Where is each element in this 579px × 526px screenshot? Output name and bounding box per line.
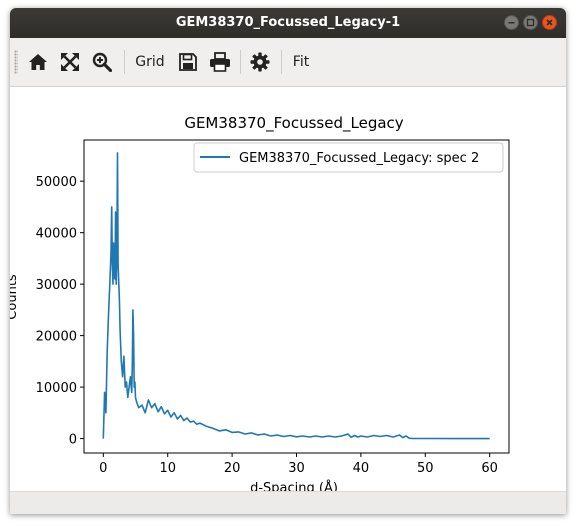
pan-arrows-icon — [61, 53, 79, 71]
y-tick-label: 50000 — [36, 175, 77, 190]
close-icon — [546, 19, 553, 26]
settings-button[interactable] — [248, 48, 272, 76]
maximize-button[interactable] — [523, 15, 538, 30]
x-tick-label: 10 — [159, 461, 176, 476]
home-icon — [29, 54, 47, 70]
maximize-icon — [526, 18, 535, 27]
pan-button[interactable] — [58, 48, 82, 76]
minimize-icon — [508, 22, 515, 24]
save-icon — [179, 53, 197, 71]
y-tick-label: 10000 — [36, 381, 77, 396]
minimize-button[interactable] — [504, 15, 519, 30]
toolbar: Grid — [10, 38, 566, 87]
plot-window: GEM38370_Focussed_Legacy-1 — [10, 8, 566, 514]
toolbar-separator — [240, 50, 241, 74]
toolbar-separator — [124, 50, 125, 74]
y-tick-label: 40000 — [36, 227, 77, 242]
plot-frame — [83, 139, 510, 454]
plot-canvas[interactable]: GEM38370_Focussed_Legacy 0 10 20 30 40 50 60 0 1… — [10, 87, 566, 496]
x-tick-label: 20 — [224, 461, 241, 476]
toolbar-separator — [281, 50, 282, 74]
status-bar — [10, 491, 566, 514]
x-axis-label: d-Spacing (Å) — [250, 480, 338, 491]
chart[interactable]: GEM38370_Focussed_Legacy 0 10 20 30 40 50 60 0 1… — [10, 87, 566, 496]
zoom-icon — [92, 52, 112, 72]
gear-icon — [250, 52, 270, 72]
x-tick-label: 0 — [99, 461, 107, 476]
save-button[interactable] — [176, 48, 200, 76]
window-title: GEM38370_Focussed_Legacy-1 — [175, 15, 401, 30]
title-bar[interactable]: GEM38370_Focussed_Legacy-1 — [10, 8, 566, 38]
chart-title: GEM38370_Focussed_Legacy — [184, 114, 403, 133]
y-axis-label: Counts — [10, 274, 20, 320]
x-tick-label: 30 — [288, 461, 305, 476]
print-button[interactable] — [208, 48, 232, 76]
y-tick-label: 30000 — [36, 278, 77, 293]
series-line — [102, 152, 490, 440]
legend[interactable]: GEM38370_Focussed_Legacy: spec 2 — [193, 142, 504, 173]
x-tick-label: 60 — [481, 461, 498, 476]
x-tick-label: 40 — [353, 461, 370, 476]
y-tick-label: 0 — [69, 433, 77, 448]
legend-box — [193, 142, 504, 173]
plot-area[interactable] — [84, 140, 509, 453]
y-tick-label: 20000 — [36, 330, 77, 345]
fit-button[interactable]: Fit — [292, 54, 310, 70]
grid-button[interactable]: Grid — [135, 54, 165, 70]
x-tick-label: 50 — [417, 461, 434, 476]
home-button[interactable] — [26, 48, 50, 76]
close-button[interactable] — [542, 15, 557, 30]
toolbar-grip[interactable] — [14, 50, 18, 74]
zoom-button[interactable] — [90, 48, 114, 76]
data-layer — [102, 152, 490, 440]
print-icon — [210, 52, 230, 72]
legend-label: GEM38370_Focussed_Legacy: spec 2 — [239, 151, 479, 166]
axis-ticks: 0 10 20 30 40 50 60 0 10000 20000 30000 40000 50000 — [36, 175, 498, 476]
